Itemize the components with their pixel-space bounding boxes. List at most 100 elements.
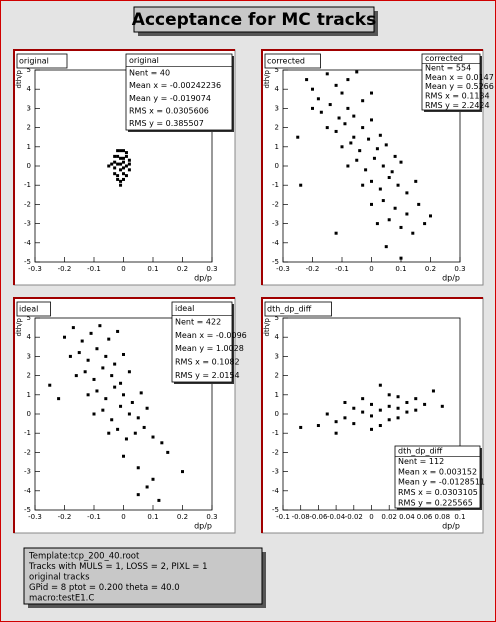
- point: [122, 352, 125, 356]
- stats-line: RMS y = 2.2424: [425, 101, 490, 110]
- point: [370, 427, 373, 431]
- y-tick-label: 3: [275, 352, 279, 360]
- point: [378, 408, 382, 412]
- note-line: original tracks: [29, 573, 90, 583]
- point: [334, 231, 338, 235]
- y-tick-label: 3: [275, 104, 279, 112]
- y-tick-label: 5: [275, 314, 279, 322]
- pad-title-box: [16, 53, 68, 69]
- y-tick-label: 5: [275, 66, 279, 74]
- point: [139, 391, 143, 395]
- x-tick-label: 0: [369, 265, 373, 273]
- point: [346, 164, 350, 168]
- point: [414, 179, 418, 183]
- y-tick-label: 0: [27, 410, 31, 418]
- point: [136, 493, 140, 497]
- x-tick-label: 0.1: [395, 265, 406, 273]
- point: [361, 99, 365, 103]
- point: [119, 168, 123, 172]
- point: [127, 158, 131, 162]
- x-tick-label: -0.1: [87, 265, 101, 273]
- point: [145, 485, 149, 489]
- point: [405, 400, 409, 404]
- y-tick-label: 2: [27, 124, 31, 132]
- pad-title: original: [19, 57, 49, 66]
- point: [325, 72, 329, 76]
- canvas-title: Acceptance for MC tracks: [132, 10, 376, 30]
- x-tick-label: 0.08: [435, 513, 451, 521]
- y-tick-label: 2: [275, 124, 279, 132]
- point: [343, 400, 347, 404]
- pad-edge: [13, 297, 235, 533]
- point: [387, 218, 391, 222]
- y-tick-label: -2: [24, 200, 31, 208]
- point: [116, 149, 120, 153]
- y-tick-label: -1: [24, 429, 31, 437]
- point: [89, 331, 93, 335]
- point: [319, 110, 323, 114]
- x-tick-label: 0.2: [177, 513, 188, 521]
- point: [124, 437, 128, 441]
- point: [116, 329, 120, 333]
- note-box: [23, 547, 263, 605]
- point: [352, 422, 356, 426]
- stats-line: RMS x = 0.0305606: [129, 107, 209, 116]
- y-tick-label: -1: [272, 429, 279, 437]
- x-tick-label: 0.1: [147, 265, 158, 273]
- point: [133, 431, 137, 435]
- point: [440, 404, 444, 408]
- point: [349, 141, 353, 145]
- y-tick-label: 1: [275, 391, 279, 399]
- stats-name: original: [129, 56, 159, 65]
- point: [104, 354, 108, 358]
- point: [370, 179, 373, 183]
- point: [122, 177, 125, 181]
- y-tick-label: -5: [24, 258, 31, 266]
- point: [157, 498, 161, 502]
- point: [378, 383, 382, 387]
- point: [77, 351, 81, 355]
- y-axis-label: dth/p: [263, 317, 271, 336]
- stats-line: Mean x = -0.00242236: [129, 81, 221, 90]
- x-tick-label: -0.02: [345, 513, 363, 521]
- y-tick-label: 1: [27, 143, 31, 151]
- point: [299, 425, 303, 429]
- stats-line: Mean y = 1.0028: [175, 344, 244, 353]
- point: [142, 425, 146, 429]
- y-tick-label: 4: [27, 85, 32, 93]
- point: [63, 335, 66, 339]
- point: [130, 400, 134, 404]
- point: [387, 393, 391, 397]
- x-tick-label: 0.1: [147, 513, 158, 521]
- x-tick-label: -0.3: [28, 265, 42, 273]
- point: [399, 160, 403, 164]
- pad-edge: [261, 49, 483, 285]
- y-axis-label: dth/p: [263, 69, 271, 88]
- point: [311, 87, 314, 91]
- x-axis-label: dp/p: [194, 522, 212, 531]
- point: [127, 162, 131, 166]
- x-tick-label: 0.2: [177, 265, 188, 273]
- y-tick-label: -3: [24, 220, 31, 228]
- point: [124, 151, 128, 155]
- point: [325, 412, 329, 416]
- point: [95, 347, 99, 351]
- y-tick-label: -1: [272, 181, 279, 189]
- pad-title: ideal: [19, 305, 38, 314]
- y-axis-label: dth/p: [15, 317, 23, 336]
- point: [74, 374, 78, 378]
- x-tick-label: 0.3: [454, 265, 465, 273]
- point: [57, 397, 61, 401]
- point: [122, 393, 125, 397]
- point: [361, 410, 365, 414]
- point: [136, 416, 140, 420]
- point: [334, 83, 338, 87]
- title-box: [133, 6, 375, 33]
- point: [393, 206, 397, 210]
- point: [83, 370, 87, 374]
- pad-title-box: [264, 301, 332, 317]
- point: [116, 174, 120, 178]
- stats-line: RMS x = 0.0303105: [398, 488, 478, 497]
- x-tick-label: 0: [121, 513, 125, 521]
- point: [151, 477, 155, 481]
